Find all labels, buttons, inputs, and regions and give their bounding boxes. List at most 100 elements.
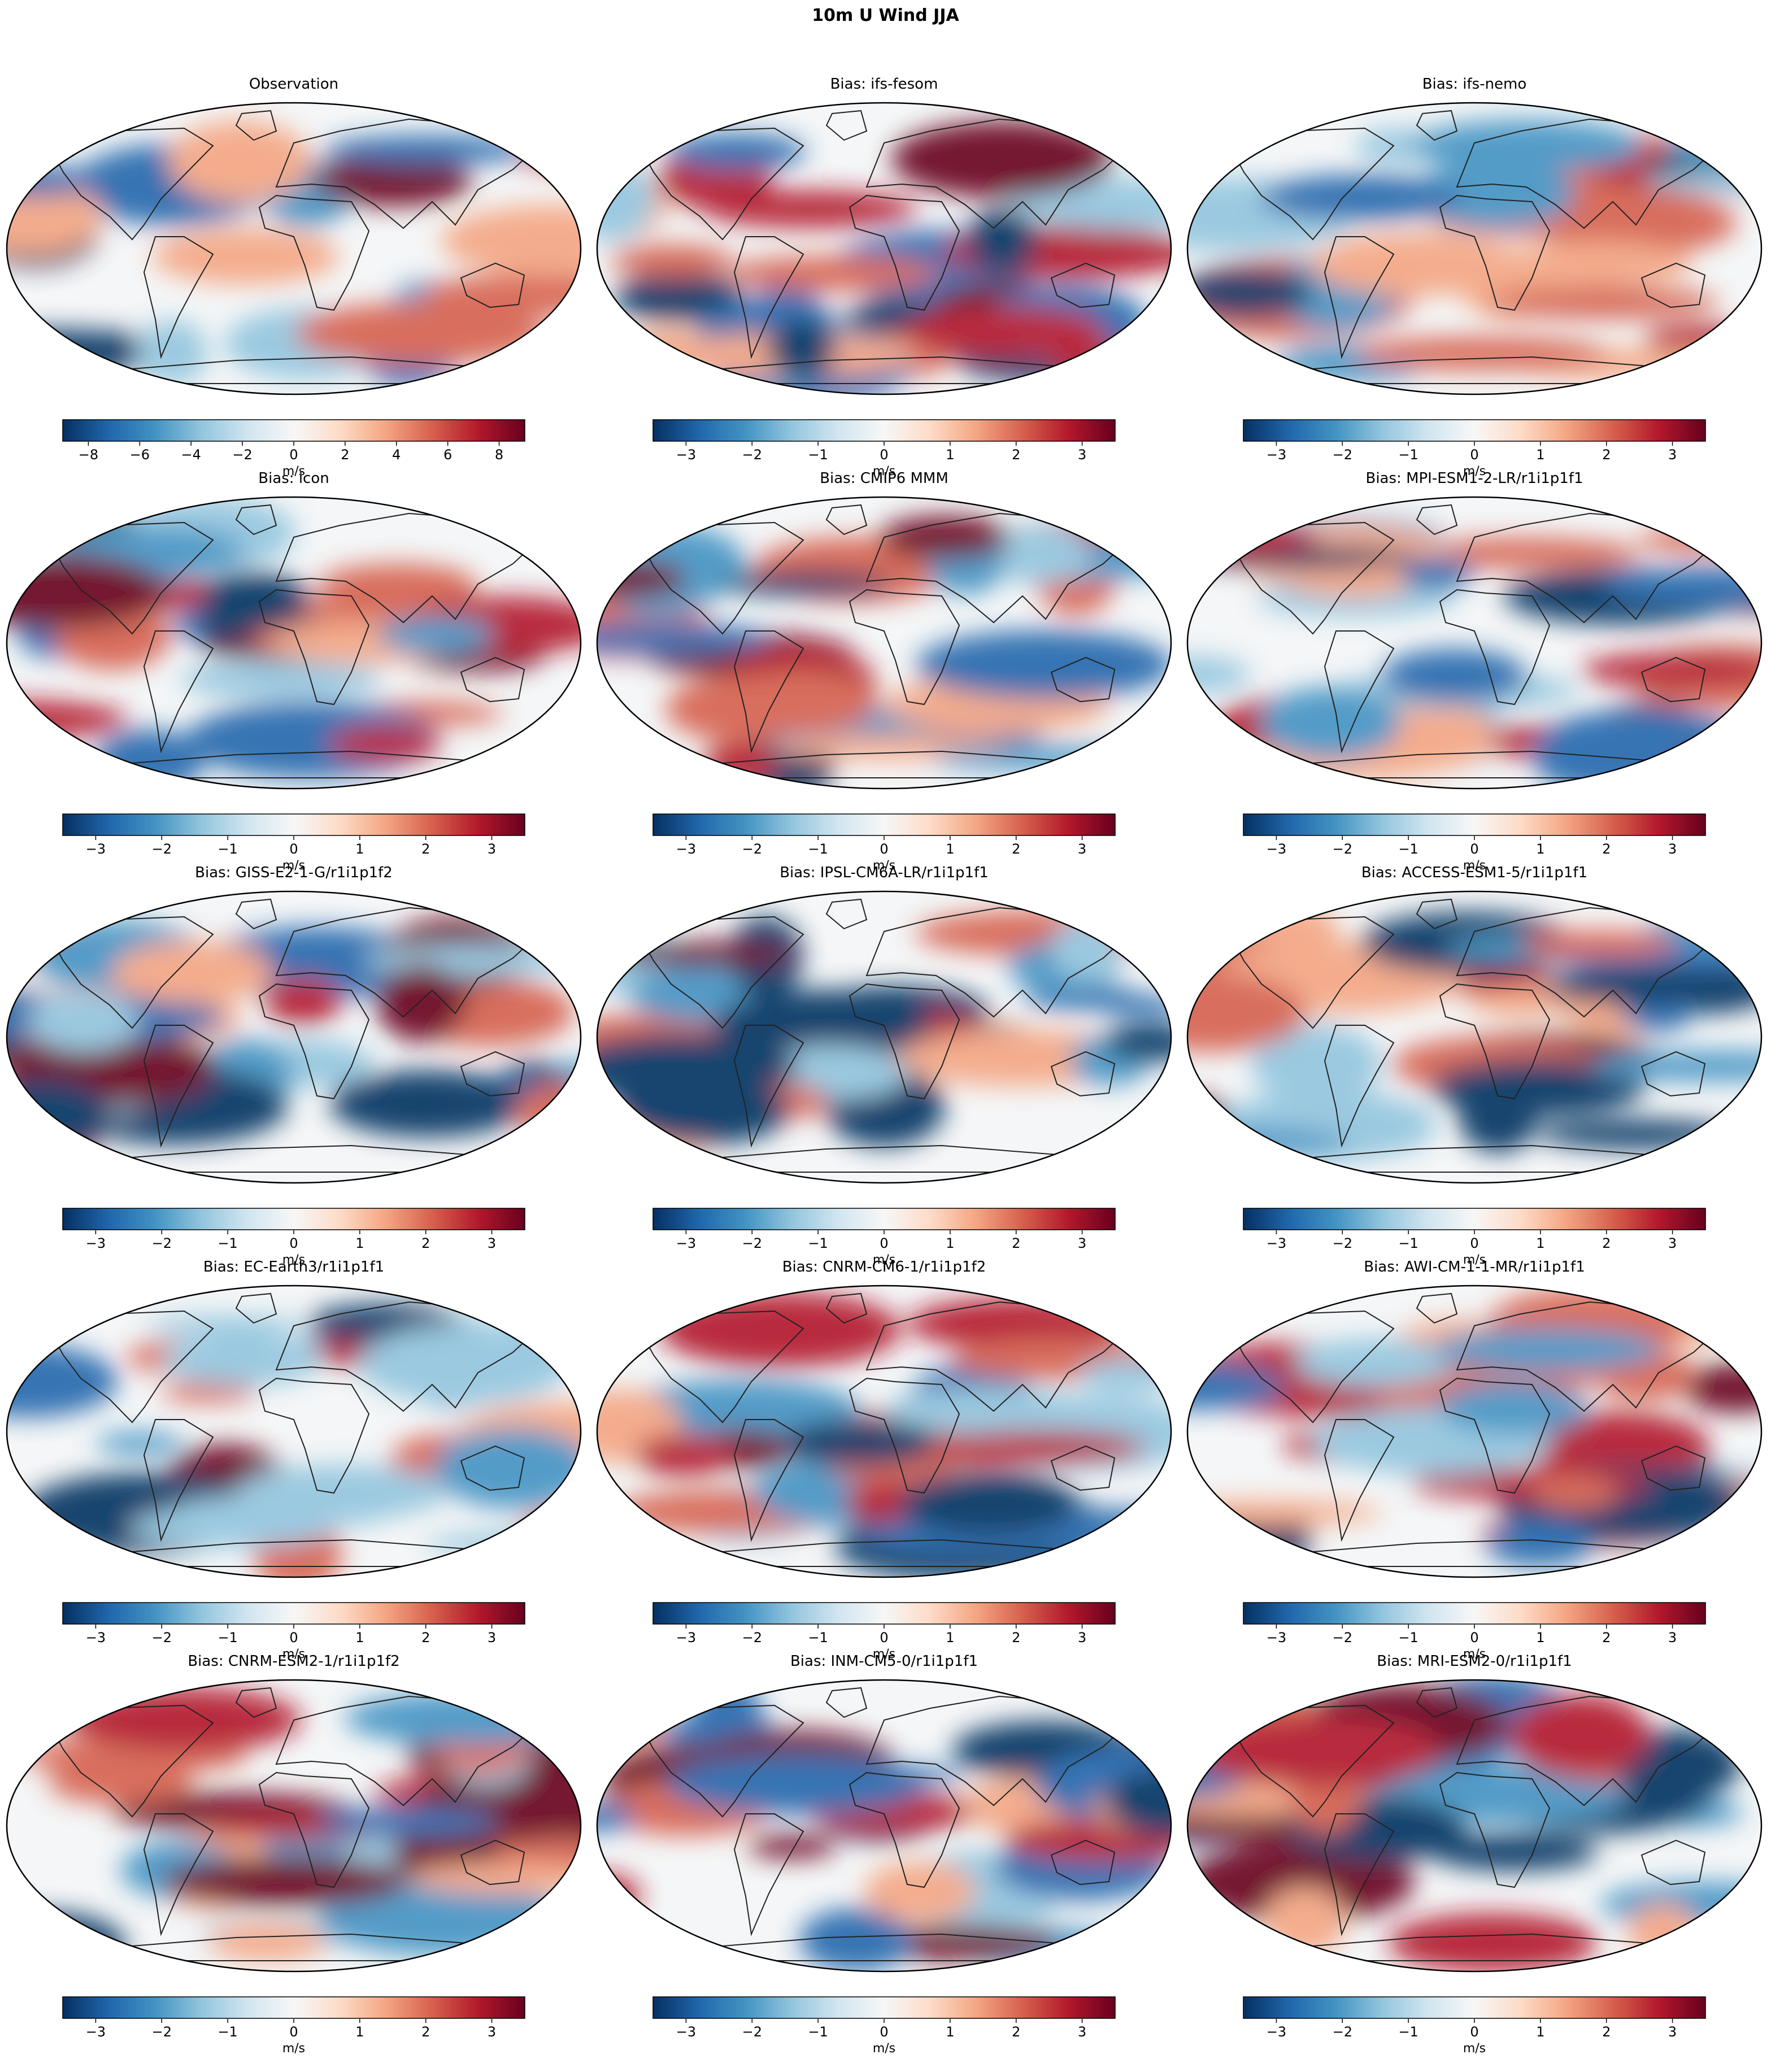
panel-title: Bias: MPI-ESM1-2-LR/r1i1p1f1: [1365, 470, 1583, 487]
field-patch: [161, 1381, 256, 1403]
coastline: [275, 512, 543, 624]
field-patch: [1192, 1715, 1442, 1787]
field-patch: [780, 1419, 941, 1466]
colorbar: −3 −2 −1 0 1 2 3: [62, 1996, 525, 2040]
coastline: [143, 1025, 214, 1148]
field-patch: [1187, 973, 1307, 1052]
colorbar-tick-label: 1: [1536, 447, 1544, 463]
field-patch: [1543, 967, 1761, 1005]
bias-map: [1186, 496, 1763, 790]
colorbar-tick-label: −1: [1398, 1235, 1418, 1251]
field-patch: [615, 942, 794, 968]
colorbar-tick-label: 0: [880, 841, 888, 857]
map-boundary: [6, 496, 582, 790]
field-patch: [168, 120, 311, 202]
colorbar-gradient: [1243, 1602, 1706, 1625]
colorbar: −3 −2 −1 0 1 2 3: [1243, 1602, 1706, 1646]
coastline: [1050, 1445, 1116, 1491]
bias-map: [6, 102, 582, 395]
panel-title: Bias: MRI-ESM2-0/r1i1p1f1: [1377, 1653, 1572, 1670]
colorbar-gradient: [1243, 1996, 1706, 2019]
bias-map: [1186, 1285, 1763, 1578]
field-patch: [199, 572, 309, 628]
colorbar: −3 −2 −1 0 1 2 3: [62, 813, 525, 857]
coastline: [143, 1419, 214, 1542]
colorbar-tick-label: 1: [946, 447, 954, 463]
field-patch: [163, 1856, 408, 1907]
colorbar-tick-label: −3: [1267, 1235, 1286, 1251]
coastline: [460, 1445, 525, 1491]
field-patch: [435, 1427, 581, 1509]
colorbar-tick-label: 1: [355, 2024, 364, 2040]
field-patch: [1581, 652, 1761, 687]
colorbar-tick-label: 0: [1470, 1630, 1478, 1646]
colorbar-tick-label: −1: [1398, 841, 1418, 857]
colorbar-unit-label: m/s: [872, 1253, 896, 1267]
coastline: [1232, 127, 1395, 241]
colorbar-unit-label: m/s: [282, 464, 306, 478]
panel-title: Bias: EC-Earth3/r1i1p1f1: [203, 1259, 385, 1276]
coastline: [460, 262, 525, 308]
field-patch: [665, 1755, 924, 1814]
panel-title: Bias: ACCESS-ESM1-5/r1i1p1f1: [1361, 864, 1588, 881]
colorbar-tick-label: 2: [341, 447, 349, 463]
coastline: [1232, 521, 1395, 635]
field-patch: [659, 1292, 901, 1368]
panel-title: Bias: IPSL-CM6A-LR/r1i1p1f1: [780, 864, 989, 881]
colorbar-tick-label: −2: [152, 841, 172, 857]
field-patch: [1413, 161, 1576, 228]
colorbar: −3 −2 −1 0 1 2 3: [652, 1996, 1116, 2040]
bias-map: [1186, 890, 1763, 1184]
colorbar-tick-label: −4: [181, 447, 201, 463]
colorbar-gradient: [1243, 419, 1706, 442]
field-patch: [703, 742, 777, 785]
colorbar-gradient: [652, 1208, 1116, 1230]
bias-map: [596, 1679, 1172, 1973]
colorbar-tick-label: 3: [1668, 447, 1677, 463]
field-patch: [1531, 1477, 1617, 1509]
bias-map: [6, 1679, 582, 1973]
panel-title: Observation: [249, 76, 339, 93]
coastline: [235, 1687, 277, 1718]
coastline: [825, 1687, 868, 1718]
field-patch: [1430, 1834, 1598, 1871]
field-patch: [864, 1925, 1059, 1960]
coastline: [258, 983, 370, 1100]
colorbar-tick-label: 0: [880, 1630, 888, 1646]
coastline: [865, 907, 1133, 1018]
coastline: [51, 127, 214, 241]
coastline: [51, 1310, 214, 1424]
field-patch: [323, 136, 537, 164]
coastline: [1416, 504, 1458, 536]
colorbar-tick-label: −2: [232, 447, 252, 463]
colorbar-unit-label: m/s: [872, 464, 896, 478]
coastline: [641, 1704, 804, 1818]
field-patch: [610, 245, 734, 276]
colorbar-tick-label: −3: [1267, 841, 1286, 857]
field-patch: [1052, 919, 1121, 980]
coastline: [258, 1377, 370, 1494]
colorbar-tick-label: −3: [676, 2024, 696, 2040]
colorbar-unit-label: m/s: [872, 2041, 896, 2056]
field-patch: [376, 617, 494, 653]
field-patch: [294, 302, 545, 364]
field-patch: [727, 256, 939, 291]
panel-title: Bias: CNRM-CM6-1/r1i1p1f2: [782, 1259, 986, 1276]
coastline: [641, 127, 804, 241]
field-patch: [94, 729, 204, 789]
field-patch: [967, 208, 1038, 275]
colorbar-unit-label: m/s: [872, 1647, 896, 1661]
colorbar-tick-label: −1: [217, 2024, 237, 2040]
field-patch: [1548, 709, 1738, 758]
coastline: [1324, 1025, 1395, 1148]
coastline: [848, 589, 960, 706]
coastline: [825, 504, 868, 536]
field-patch: [1295, 1338, 1454, 1387]
field-patch: [712, 990, 932, 1060]
field-patch: [597, 623, 772, 654]
field-patch: [359, 1325, 569, 1404]
coastline: [733, 236, 804, 359]
field-patch: [799, 1908, 912, 1971]
coastline: [1050, 1839, 1116, 1886]
coastline: [1439, 983, 1551, 1100]
